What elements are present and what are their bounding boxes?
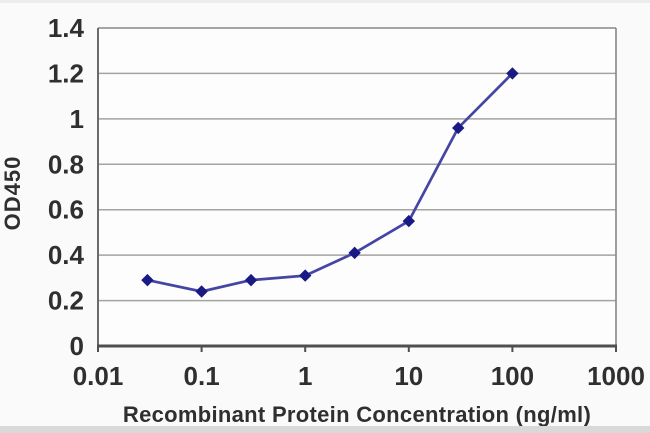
data-point-marker [452, 121, 465, 135]
y-tick-label: 0.6 [48, 195, 84, 225]
data-point-marker [195, 285, 208, 298]
bottom-edge-band [0, 426, 650, 433]
x-tick-label: 1 [298, 361, 312, 391]
y-tick-label: 1.4 [48, 13, 85, 43]
data-point-marker [298, 269, 312, 282]
y-tick-label: 0.8 [48, 149, 84, 179]
data-series-line [146, 72, 514, 293]
data-point-marker [244, 273, 258, 287]
data-point-marker [348, 246, 361, 260]
top-edge-band [0, 0, 650, 3]
x-tick-label: 10 [394, 361, 423, 391]
y-axis-title: OD450 [0, 155, 25, 231]
y-tick-label: 0 [70, 331, 84, 361]
x-tick-label: 0.1 [184, 361, 220, 391]
x-tick-label: 100 [491, 361, 534, 391]
plot-area [98, 28, 616, 346]
y-tick-label: 0.2 [48, 286, 84, 316]
y-tick-label: 1 [70, 104, 84, 134]
data-point-marker [402, 214, 416, 228]
x-tick-label: 1000 [587, 361, 645, 391]
y-tick-label: 0.4 [48, 240, 85, 270]
data-point-marker [141, 273, 154, 287]
y-tick-label: 1.2 [48, 58, 84, 88]
x-axis-title: Recombinant Protein Concentration (ng/ml… [122, 402, 592, 427]
x-tick-label: 0.01 [73, 361, 124, 391]
data-point-marker [506, 67, 519, 80]
